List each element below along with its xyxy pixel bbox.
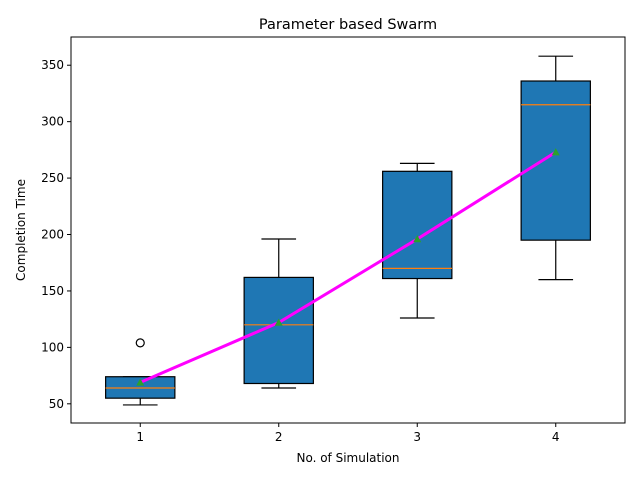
box-group-4 (520, 55, 591, 281)
y-tick-label: 250 (41, 171, 64, 185)
plot-area: 50 100 150 200 250 300 350 1 2 3 4 (41, 36, 626, 444)
mean-marker (551, 148, 560, 156)
y-tick-label: 200 (41, 228, 64, 242)
outlier-point (135, 338, 145, 348)
box-group-1 (105, 338, 176, 406)
x-tick-label: 1 (136, 430, 144, 444)
y-tick-label: 50 (49, 397, 64, 411)
y-tick-label: 350 (41, 58, 64, 72)
chart-title: Parameter based Swarm (259, 17, 437, 33)
y-tick-label: 150 (41, 284, 64, 298)
x-tick-label: 2 (275, 430, 283, 444)
x-axis-title: No. of Simulation (296, 451, 399, 465)
mean-marker (413, 235, 422, 243)
y-tick-label: 300 (41, 115, 64, 129)
y-tick-label: 100 (41, 340, 64, 354)
x-tick-label: 3 (413, 430, 421, 444)
box-group-2 (243, 238, 314, 389)
mean-marker (136, 378, 145, 386)
y-axis-title: Completion Time (14, 179, 28, 281)
box-body (520, 80, 591, 241)
mean-trend-line (139, 150, 557, 384)
box-body (243, 276, 314, 385)
mean-marker (274, 318, 283, 326)
x-tick-label: 4 (552, 430, 560, 444)
axes-frame (70, 36, 626, 424)
